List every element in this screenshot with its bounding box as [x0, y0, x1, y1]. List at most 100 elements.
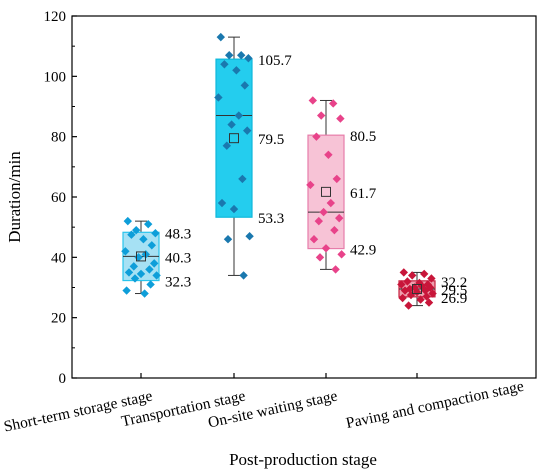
data-point	[337, 250, 346, 259]
data-point	[397, 280, 406, 289]
data-point	[132, 225, 141, 235]
data-point	[403, 277, 412, 286]
stat-label-mean: 40.3	[165, 250, 191, 266]
data-point	[317, 111, 326, 120]
data-point	[330, 225, 339, 235]
data-point	[139, 235, 148, 244]
data-point	[321, 244, 331, 253]
data-point	[240, 81, 249, 90]
stat-label-mean: 61.7	[350, 186, 377, 202]
data-point	[152, 271, 161, 280]
stat-label-q3: 80.5	[350, 129, 376, 145]
data-point	[140, 289, 149, 298]
data-point	[145, 265, 154, 274]
stat-label-q3: 105.7	[258, 53, 292, 69]
data-point	[329, 99, 338, 108]
box-group: 80.5 61.7 42.9	[306, 96, 377, 274]
y-axis-title: Duration/min	[5, 151, 24, 243]
y-tick-label: 100	[44, 69, 67, 85]
stat-label-q3: 48.3	[165, 226, 191, 242]
data-point	[232, 66, 241, 75]
data-point	[309, 235, 319, 244]
data-point	[130, 274, 140, 283]
data-point	[420, 269, 429, 279]
data-point	[416, 295, 425, 304]
data-point	[220, 60, 229, 69]
data-point	[127, 230, 136, 239]
data-point	[335, 213, 344, 223]
data-point	[399, 268, 408, 277]
stat-label-q1: 32.3	[165, 275, 191, 291]
y-tick-label: 20	[51, 311, 66, 327]
data-point	[427, 274, 436, 283]
mean-marker	[412, 284, 422, 295]
data-point	[150, 259, 159, 268]
data-point	[123, 216, 132, 226]
data-point	[222, 141, 231, 150]
data-point	[324, 150, 333, 159]
data-point	[144, 219, 153, 229]
y-axis: 0 20 40 60 80 100 120	[44, 9, 77, 387]
data-point	[225, 51, 234, 60]
data-point	[124, 268, 134, 277]
data-point	[314, 216, 323, 226]
stat-label-mean: 79.5	[258, 132, 284, 148]
data-point	[229, 204, 239, 214]
data-point	[332, 174, 341, 184]
data-point	[406, 290, 416, 300]
data-point	[421, 286, 430, 295]
data-point	[243, 126, 252, 135]
data-point	[136, 269, 146, 279]
data-point	[239, 271, 248, 280]
data-point	[312, 132, 321, 141]
data-point	[216, 32, 225, 42]
x-axis-title: Post-production stage	[229, 450, 377, 469]
data-point	[336, 114, 345, 123]
mean-marker	[136, 251, 146, 262]
data-point	[424, 298, 434, 307]
data-point	[428, 289, 437, 298]
box	[215, 58, 253, 218]
stat-label-q1: 42.9	[350, 243, 376, 259]
box-group: 32.229.526.9	[397, 268, 467, 310]
plot-frame	[71, 15, 537, 379]
data-point	[214, 93, 223, 102]
category-label: Paving and compaction stage	[344, 378, 525, 432]
data-point	[315, 253, 325, 262]
stat-label-mean: 29.5	[441, 283, 467, 299]
data-point	[234, 111, 243, 120]
data-point	[217, 198, 227, 208]
data-point	[237, 51, 246, 60]
boxes-layer: 48.3 40.3 32.3 105.7 79.5 53.3 80.5 61.7 42.9 32.…	[121, 32, 467, 310]
data-point	[122, 286, 131, 295]
mean-marker	[321, 186, 331, 197]
data-point	[404, 301, 413, 310]
y-tick-label: 80	[51, 130, 66, 146]
data-point	[129, 262, 138, 271]
data-point	[238, 174, 247, 184]
data-point	[227, 120, 236, 129]
data-point	[422, 292, 431, 301]
data-point	[151, 229, 160, 238]
data-point	[147, 241, 156, 250]
data-point	[408, 271, 417, 280]
data-point	[331, 265, 340, 274]
box-group: 48.3 40.3 32.3	[121, 216, 191, 298]
stat-label-q3: 32.2	[441, 275, 467, 291]
data-point	[398, 293, 407, 303]
data-point	[400, 286, 410, 295]
box	[307, 134, 345, 250]
data-point	[121, 247, 130, 256]
data-point	[244, 54, 253, 63]
data-point	[412, 287, 422, 297]
y-tick-label: 0	[59, 371, 67, 387]
data-point	[308, 96, 317, 105]
data-point	[319, 207, 328, 217]
box-group: 105.7 79.5 53.3	[214, 32, 292, 280]
data-point	[146, 280, 155, 289]
y-tick-label: 60	[51, 190, 66, 206]
data-point	[245, 232, 254, 241]
data-point	[223, 235, 233, 244]
